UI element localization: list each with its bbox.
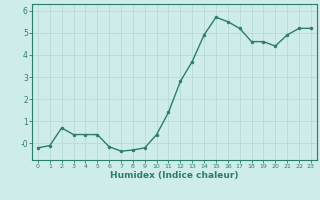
X-axis label: Humidex (Indice chaleur): Humidex (Indice chaleur) [110,171,239,180]
